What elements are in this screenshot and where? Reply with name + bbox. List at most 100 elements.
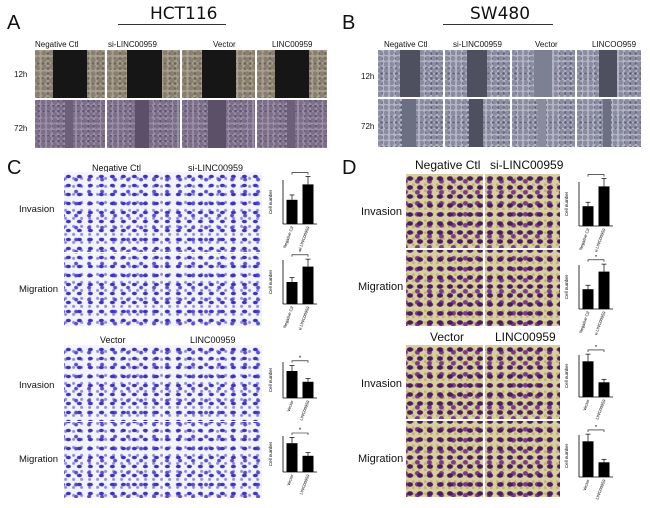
panel-b-title: SW480 — [470, 4, 531, 24]
bar-chart: Cell number Vector LINC00959 * — [268, 356, 317, 421]
x-tick-label: si-LINC00959 — [297, 305, 311, 330]
panel-c-col-label: Negative Ctl — [92, 163, 142, 173]
panel-d-col-label: LINC00959 — [495, 330, 556, 344]
panel-a-col-label: LINC00959 — [272, 40, 313, 49]
wound-image — [35, 100, 105, 148]
panel-a-row-label: 72h — [14, 124, 28, 133]
significance-bracket — [291, 254, 309, 257]
panel-d-row-label: Invasion — [361, 378, 402, 390]
bar — [302, 266, 314, 304]
significance-bracket — [587, 259, 605, 262]
significance-bracket — [587, 429, 605, 432]
panel-b-title-underline — [443, 24, 553, 25]
significance-marker: * — [595, 255, 598, 261]
panel-b-col-label: si-LINC00959 — [453, 40, 502, 49]
panel-b-col-label: LINCOO959 — [592, 40, 637, 49]
y-axis-label: Cell number — [268, 189, 273, 214]
significance-marker: * — [595, 172, 598, 176]
significance-bracket — [587, 174, 605, 177]
wound-image — [577, 99, 641, 147]
bar — [302, 381, 314, 398]
transwell-image — [406, 174, 560, 326]
panel-d-row-label: Invasion — [361, 206, 402, 218]
y-axis-label: Cell number — [268, 441, 273, 466]
panel-b-row-label: 72h — [361, 122, 375, 131]
significance-bracket — [587, 349, 605, 352]
bar — [286, 282, 298, 304]
x-tick-label: Vector — [286, 399, 295, 412]
bar-chart: Cell number Vector LINC00959 * — [564, 425, 613, 500]
transwell-image — [64, 172, 262, 326]
transwell-image — [406, 345, 560, 497]
panel-c-row-label: Migration — [19, 284, 59, 295]
x-tick-label: Negative Ctl — [282, 226, 295, 249]
x-tick-label: LINC00959 — [594, 398, 606, 420]
bar-chart: Cell number Vector LINC00959 * — [268, 428, 317, 495]
bar — [302, 455, 314, 472]
x-tick-label: LINC00959 — [594, 478, 606, 500]
y-axis-label: Cell number — [268, 269, 273, 294]
bar-chart: Cell number Negative Ctl si-LINC00959 * — [268, 170, 317, 250]
panel-a-col-label: si-LINC00959 — [108, 40, 157, 49]
x-tick-label: Vector — [582, 478, 591, 491]
wound-image — [107, 100, 180, 148]
significance-marker: * — [299, 170, 302, 174]
significance-marker: * — [299, 356, 302, 362]
significance-marker: * — [299, 250, 302, 256]
y-axis-label: Cell number — [268, 367, 273, 392]
x-tick-label: si-LINC00959 — [593, 310, 607, 335]
transwell-image — [64, 345, 262, 498]
panel-d-row-label: Migration — [358, 281, 404, 293]
wound-image — [445, 99, 510, 147]
y-axis-label: Cell number — [564, 274, 569, 299]
panel-b-col-label: Vector — [535, 40, 558, 49]
x-tick-label: LINC00959 — [298, 399, 310, 421]
wound-image — [257, 100, 327, 148]
panel-c-row-label: Invasion — [19, 380, 55, 391]
panel-c-row-label: Migration — [19, 454, 59, 465]
panel-c-col-label: LINC00959 — [190, 335, 236, 345]
bar — [286, 443, 298, 472]
y-axis-label: Cell number — [564, 191, 569, 216]
panel-d-row-label: Migration — [358, 453, 404, 465]
significance-bracket — [291, 432, 309, 435]
wound-image — [445, 50, 510, 97]
bar-chart: Cell number Negative Ctl si-LINC00959 * — [268, 250, 317, 330]
panel-d-col-label: Negative Ctl — [415, 158, 481, 172]
bar — [582, 289, 594, 309]
bar — [598, 382, 610, 397]
wound-image — [107, 50, 180, 98]
bar-chart: Cell number Vector LINC00959 * — [564, 345, 613, 420]
panel-a-col-label: Negative Ctl — [35, 40, 79, 49]
panel-d-col-label: si-LINC00959 — [490, 158, 564, 172]
x-tick-label: Vector — [286, 473, 295, 486]
x-tick-label: LINC00959 — [298, 473, 310, 495]
panel-a-letter: A — [7, 12, 21, 34]
bar — [302, 184, 314, 224]
wound-image — [577, 50, 641, 97]
bar — [286, 371, 298, 398]
x-tick-label: Vector — [582, 398, 591, 411]
y-axis-label: Cell number — [564, 443, 569, 468]
panel-c-col-label: Vector — [100, 335, 126, 345]
bar — [286, 199, 298, 224]
panel-d-col-label: Vector — [430, 330, 465, 344]
wound-image — [182, 100, 255, 148]
panel-a-col-label: Vector — [213, 40, 236, 49]
panel-c-row-label: Invasion — [19, 204, 55, 215]
panel-a-title: HCT116 — [150, 4, 218, 24]
wound-image — [512, 99, 575, 147]
wound-image — [35, 50, 105, 98]
significance-marker: * — [595, 425, 598, 431]
bar — [582, 441, 594, 477]
bar — [598, 271, 610, 309]
panel-b-letter: B — [342, 12, 356, 34]
panel-b-row-label: 12h — [361, 72, 375, 81]
wound-image — [182, 50, 255, 98]
bar-chart: Cell number Negative Ctl si-LINC00959 * — [564, 255, 613, 335]
bar — [598, 186, 610, 226]
x-tick-label: si-LINC00959 — [593, 227, 607, 252]
bar-chart: Cell number Negative Ctl si-LINC00959 * — [564, 172, 613, 252]
significance-marker: * — [299, 428, 302, 434]
panel-a-title-underline — [118, 24, 226, 25]
